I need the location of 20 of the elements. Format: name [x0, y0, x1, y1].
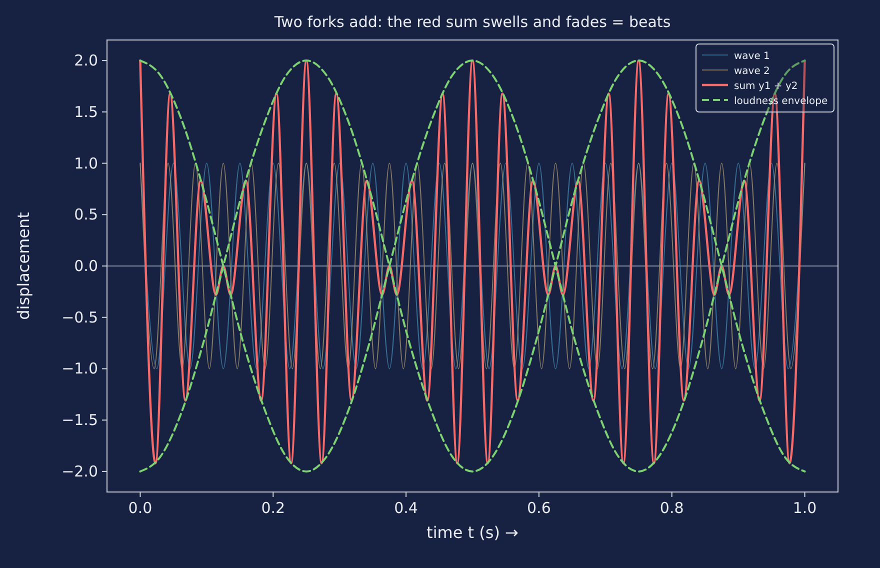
y-tick-label: −1.0 — [62, 360, 98, 378]
chart-title: Two forks add: the red sum swells and fades = beats — [273, 13, 671, 31]
y-axis-title: displacement — [14, 212, 33, 320]
x-tick-label: 0.8 — [660, 499, 684, 517]
x-axis-title: time t (s) → — [426, 523, 518, 542]
x-tick-label: 0.6 — [527, 499, 551, 517]
legend-label: wave 1 — [734, 51, 770, 62]
y-tick-label: 0.5 — [74, 206, 98, 224]
x-tick-label: 0.4 — [394, 499, 418, 517]
x-tick-label: 1.0 — [792, 499, 817, 517]
y-tick-label: 0.0 — [74, 257, 98, 275]
x-tick-label: 0.2 — [261, 499, 286, 517]
y-tick-label: 1.0 — [74, 154, 98, 172]
y-tick-label: 1.5 — [74, 102, 98, 121]
y-tick-label: −2.0 — [62, 462, 98, 480]
y-tick-label: 2.0 — [74, 52, 98, 70]
y-tick-label: −1.5 — [62, 411, 98, 430]
y-tick-label: −0.5 — [62, 308, 98, 326]
x-tick-label: 0.0 — [128, 499, 152, 517]
legend-label: wave 2 — [734, 66, 770, 77]
